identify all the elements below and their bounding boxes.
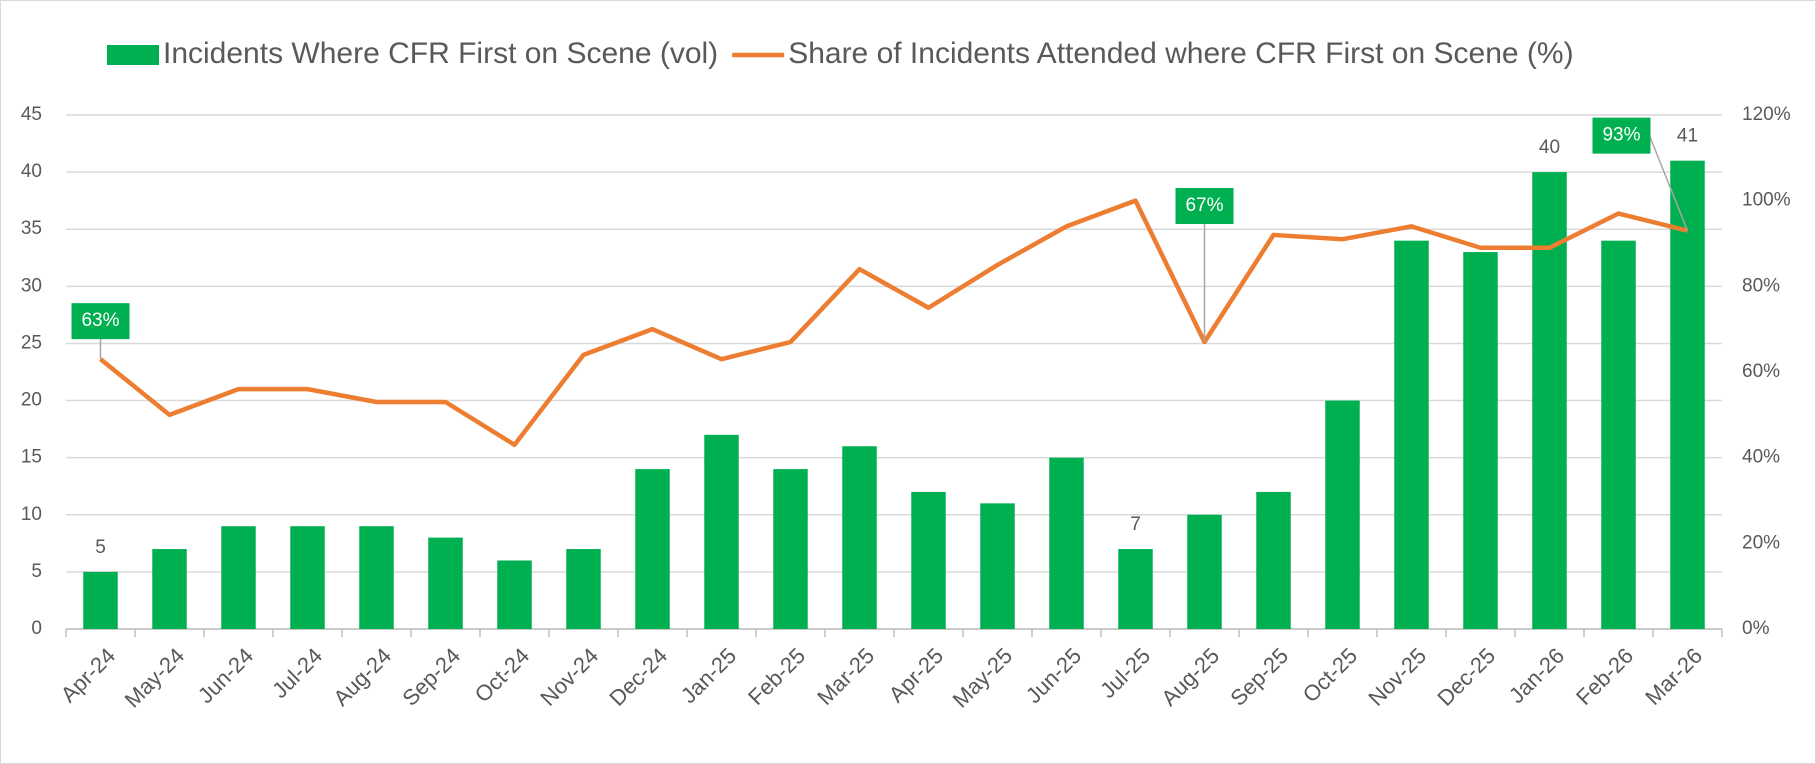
y2-tick-label: 20% xyxy=(1742,532,1780,553)
bar xyxy=(566,549,601,629)
y-tick-label: 45 xyxy=(21,104,42,125)
y-tick-label: 35 xyxy=(21,218,42,239)
data-label: 5 xyxy=(95,537,106,558)
bar xyxy=(1256,491,1291,629)
bar xyxy=(1049,457,1084,629)
data-label: 41 xyxy=(1677,126,1698,147)
bar xyxy=(842,446,877,629)
bar xyxy=(773,469,808,629)
bar xyxy=(221,526,256,629)
y-tick-label: 15 xyxy=(21,447,42,468)
data-label: 63% xyxy=(81,310,119,331)
y2-tick-label: 100% xyxy=(1742,190,1791,211)
leader-line xyxy=(1648,135,1689,231)
line xyxy=(99,198,1689,448)
y-tick-label: 25 xyxy=(21,332,42,353)
y-tick-label: 30 xyxy=(21,275,42,296)
label-box xyxy=(1592,117,1651,154)
data-label: 7 xyxy=(1130,514,1141,535)
bar xyxy=(497,560,532,629)
bar xyxy=(1670,160,1705,629)
bar xyxy=(359,526,394,629)
bar xyxy=(152,549,187,629)
bar xyxy=(1601,240,1636,629)
bar xyxy=(1118,549,1153,629)
y-tick-label: 10 xyxy=(21,504,42,525)
y2-tick-label: 60% xyxy=(1742,361,1780,382)
y2-tick-label: 120% xyxy=(1742,104,1791,125)
y-tick-label: 20 xyxy=(21,390,42,411)
legend-label: Incidents Where CFR First on Scene (vol) xyxy=(163,37,718,70)
data-label: 93% xyxy=(1602,125,1640,146)
y-tick-label: 5 xyxy=(31,561,42,582)
y-tick-label: 40 xyxy=(21,161,42,182)
legend-swatch xyxy=(107,45,159,65)
label-box xyxy=(1175,188,1234,225)
bar xyxy=(911,491,946,629)
label-box xyxy=(71,303,130,340)
y2-tick-label: 40% xyxy=(1742,447,1780,468)
bar xyxy=(704,434,739,629)
bar xyxy=(980,503,1015,629)
legend-label: Share of Incidents Attended where CFR Fi… xyxy=(788,37,1573,70)
bar xyxy=(1394,240,1429,629)
bar xyxy=(1187,514,1222,629)
bar xyxy=(83,571,118,629)
bar xyxy=(635,469,670,629)
bar xyxy=(1463,252,1498,630)
data-label: 67% xyxy=(1185,195,1223,216)
data-label: 40 xyxy=(1539,137,1560,158)
bar xyxy=(290,526,325,629)
y2-tick-label: 0% xyxy=(1742,618,1770,639)
bar xyxy=(1325,400,1360,629)
bar xyxy=(428,537,463,629)
y-tick-label: 0 xyxy=(31,618,42,639)
y2-tick-label: 80% xyxy=(1742,275,1780,296)
